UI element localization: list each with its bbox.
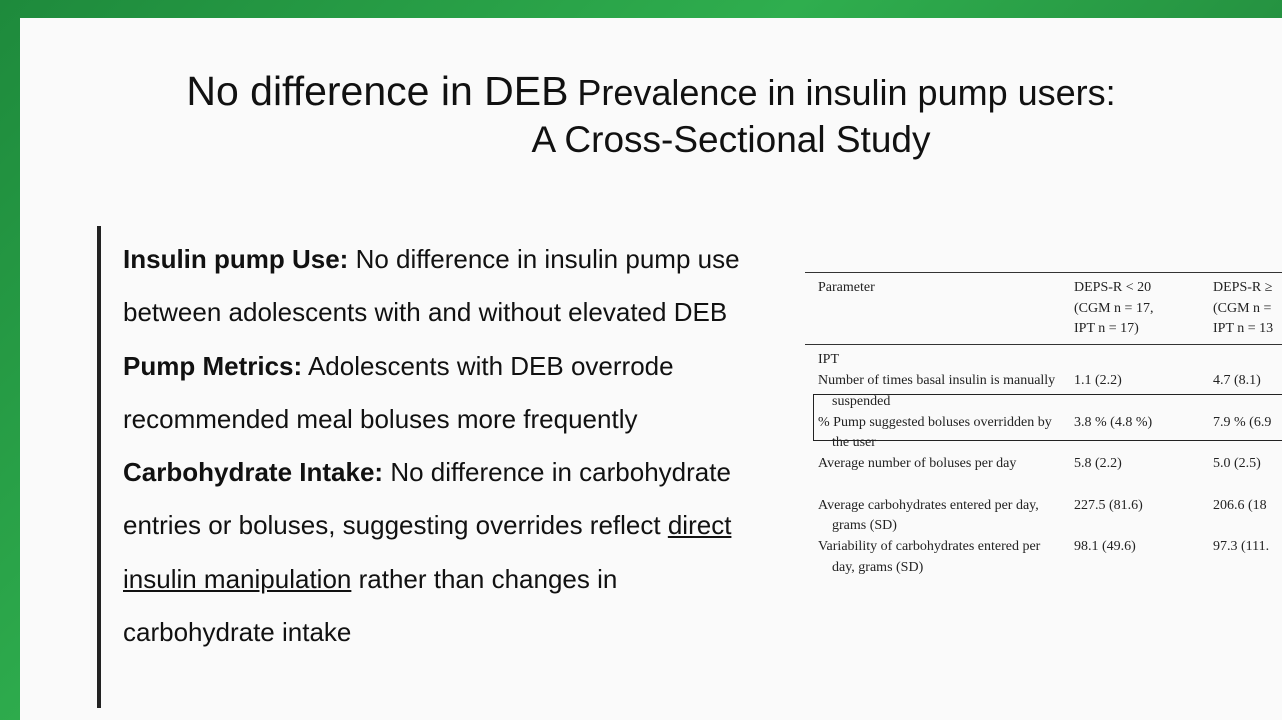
cell: 1.1 (2.2) <box>1074 373 1122 388</box>
header-cell: IPT n = 13 <box>1213 321 1274 336</box>
row-label: Average carbohydrates entered per day, g… <box>818 497 1039 534</box>
bullet-text: Adolescents with DEB overrode recommende… <box>123 350 674 434</box>
cell: 4.7 (8.1) <box>1213 373 1261 388</box>
bullet: Insulin pump Use: No difference in insul… <box>123 233 773 340</box>
cell-box <box>813 394 1282 441</box>
bullet: Carbohydrate Intake: No difference in ca… <box>123 446 773 659</box>
table-rule <box>805 344 1282 345</box>
row-label: Variability of carbohydrates entered per… <box>818 539 1041 575</box>
cell: 227.5 (81.6) <box>1074 497 1143 513</box>
row-label: Number of times basal insulin is manuall… <box>818 373 1056 409</box>
slide: No difference in DEB Prevalence in insul… <box>20 18 1282 720</box>
title: No difference in DEB Prevalence in insul… <box>20 68 1282 115</box>
bullet-label: Carbohydrate Intake: <box>123 457 384 488</box>
cell: 97.3 (111. <box>1213 539 1270 554</box>
bullet-label: Insulin pump Use: <box>123 244 349 274</box>
cell: 5.8 (2.2) <box>1074 456 1122 471</box>
underlined-text: direct insulin manipulation <box>123 510 732 594</box>
header-cell: IPT n = 17) <box>1074 321 1139 336</box>
cell: 7.9 % (6.9 <box>1213 414 1272 430</box>
table-rule <box>805 272 1282 273</box>
bullet-label: Pump Metrics: <box>123 350 303 381</box>
cell: 5.0 (2.5) <box>1213 456 1261 471</box>
cell: 206.6 (18 <box>1213 497 1267 513</box>
title-line2: A Cross-Sectional Study <box>531 119 931 160</box>
header-cell: Parameter <box>818 280 875 295</box>
accent-bar <box>97 226 101 708</box>
bullets: Insulin pump Use: No difference in insul… <box>123 233 773 659</box>
section-label: IPT <box>818 352 839 367</box>
header-cell: (CGM n = <box>1213 300 1272 316</box>
cell: 3.8 % (4.8 %) <box>1074 414 1153 430</box>
row-label: Average number of boluses per day <box>818 456 1017 471</box>
title-main: No difference in DEB <box>186 68 569 114</box>
header-cell: DEPS-R < 20 <box>1074 280 1152 295</box>
cell: 98.1 (49.6) <box>1074 539 1136 554</box>
title-rest: Prevalence in insulin pump users: <box>577 72 1116 113</box>
bullet-text: No difference in carbohydrate entries or… <box>123 457 731 541</box>
bullet-text: No difference in insulin pump use betwee… <box>123 244 740 328</box>
header-cell: DEPS-R ≥ <box>1213 280 1273 295</box>
bullet-text: rather than changes in carbohydrate inta… <box>123 563 618 648</box>
row-label: % Pump suggested boluses overridden by t… <box>818 414 1052 451</box>
bullet: Pump Metrics: Adolescents with DEB overr… <box>123 340 773 447</box>
header-cell: (CGM n = 17, <box>1074 300 1154 316</box>
table: Parameter DEPS-R < 20 (CGM n = 17, IPT n = … <box>805 254 1282 575</box>
